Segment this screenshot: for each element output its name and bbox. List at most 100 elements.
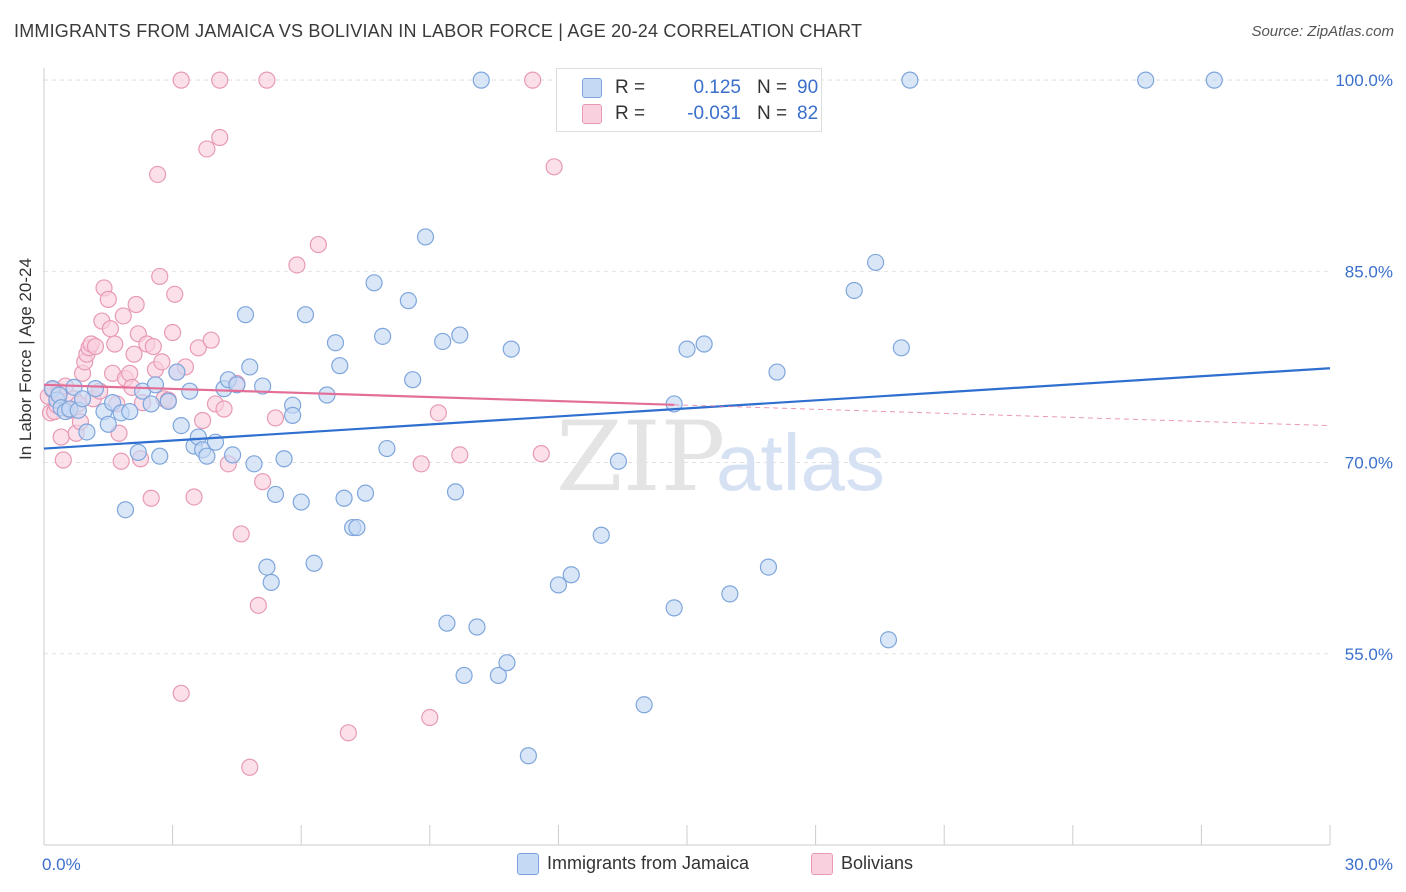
bolivian-point [266,409,285,427]
bolivian-point [194,411,212,430]
jamaica-point [159,392,177,410]
jamaica-point [404,371,422,389]
jamaica-point [502,340,520,358]
jamaica-point [1205,71,1223,89]
jamaica-point [86,380,105,398]
jamaica-point [472,71,490,89]
bolivian-point [52,428,70,446]
y-axis-label: In Labor Force | Age 20-24 [16,258,35,460]
jamaica-point [519,747,537,765]
jamaica-point [78,423,96,441]
jamaica-point [678,340,696,358]
bolivian-point [112,452,130,470]
jamaica-point [356,484,375,502]
legend-label-jamaica: Immigrants from Jamaica [547,853,750,873]
jamaica-point [236,306,255,324]
bolivian-point [185,488,203,506]
bolivian-point [172,684,190,702]
bolivian-point [114,307,132,325]
jamaica-point [635,696,653,714]
bolivian-point [339,724,357,742]
bolivian-point [249,596,267,614]
jamaica-point [901,71,919,89]
jamaica-point [416,228,435,246]
jamaica-point [129,443,147,461]
bolivian-point [101,320,120,338]
bolivian-point [241,758,259,776]
bolivian-point [125,345,143,363]
bolivian-point [545,158,563,176]
bolivian-point [99,290,117,308]
jamaica-point [73,390,92,408]
bolivian-point [151,267,169,286]
jamaica-point [65,378,83,396]
jamaica-point [335,489,353,507]
stats-n-value: 82 [797,103,819,124]
bolivian-point [211,71,229,89]
x-tick-label: 0.0% [42,855,81,874]
bolivian-point [258,71,276,89]
y-tick-label: 100.0% [1335,71,1393,90]
axes [43,68,1331,846]
jamaica-point [168,363,186,381]
jamaica-point [549,576,568,594]
stats-swatch-bolivians [582,104,602,124]
jamaica-point [266,485,285,504]
stats-n-label: N = [757,77,788,98]
jamaica-point [592,526,610,544]
bolivian-point [211,128,229,147]
jamaica-point [121,402,139,421]
jamaica-point [1137,71,1155,89]
jamaica-point [245,455,263,473]
stats-r-label: R = [615,77,646,98]
stats-r-value: -0.031 [687,103,741,124]
jamaica-point [292,493,310,511]
jamaica-point [892,339,910,357]
x-tick-label: 30.0% [1345,855,1393,874]
bolivian-point [54,451,72,469]
jamaica-point [695,335,713,353]
bolivian-point [189,339,207,357]
trend-line-bolivians-dashed [674,404,1331,427]
jamaica-point [365,274,383,292]
jamaica-point [181,382,199,400]
bolivian-point [309,235,327,254]
y-tick-label: 55.0% [1345,645,1393,664]
watermark-zip: ZIP [556,401,725,513]
jamaica-point [455,666,473,685]
bolivian-point [142,489,160,507]
trend-lines [43,367,1331,450]
jamaica-point [254,377,272,395]
jamaica-point [609,452,628,470]
bolivian-point [232,525,250,543]
bolivian-point [148,165,167,184]
chart-title: IMMIGRANTS FROM JAMAICA VS BOLIVIAN IN L… [14,21,863,41]
jamaica-point [151,447,169,465]
jamaica-point [498,654,516,672]
trend-line-jamaica [43,367,1331,450]
jamaica-point [378,439,396,458]
jamaica-point [258,558,276,576]
jamaica-point [434,332,452,351]
jamaica-point [768,363,786,381]
jamaica-point [468,618,486,636]
jamaica-point [562,566,580,584]
jamaica-point [262,573,280,591]
jamaica-point [348,518,366,537]
jamaica-point [305,554,323,572]
jamaica-point [374,327,392,345]
legend-label-bolivians: Bolivians [841,853,914,873]
jamaica-point [451,326,469,344]
bolivian-point [198,140,216,158]
bolivian-point [127,295,145,314]
bolivian-point [412,455,430,473]
jamaica-point [241,358,259,376]
jamaica-point [867,253,885,272]
series-bolivians-points [39,71,563,776]
jamaica-point [489,666,507,685]
bolivian-point [202,331,220,349]
bolivian-point [144,337,162,356]
jamaica-point [438,614,456,632]
gridlines [44,79,1330,655]
